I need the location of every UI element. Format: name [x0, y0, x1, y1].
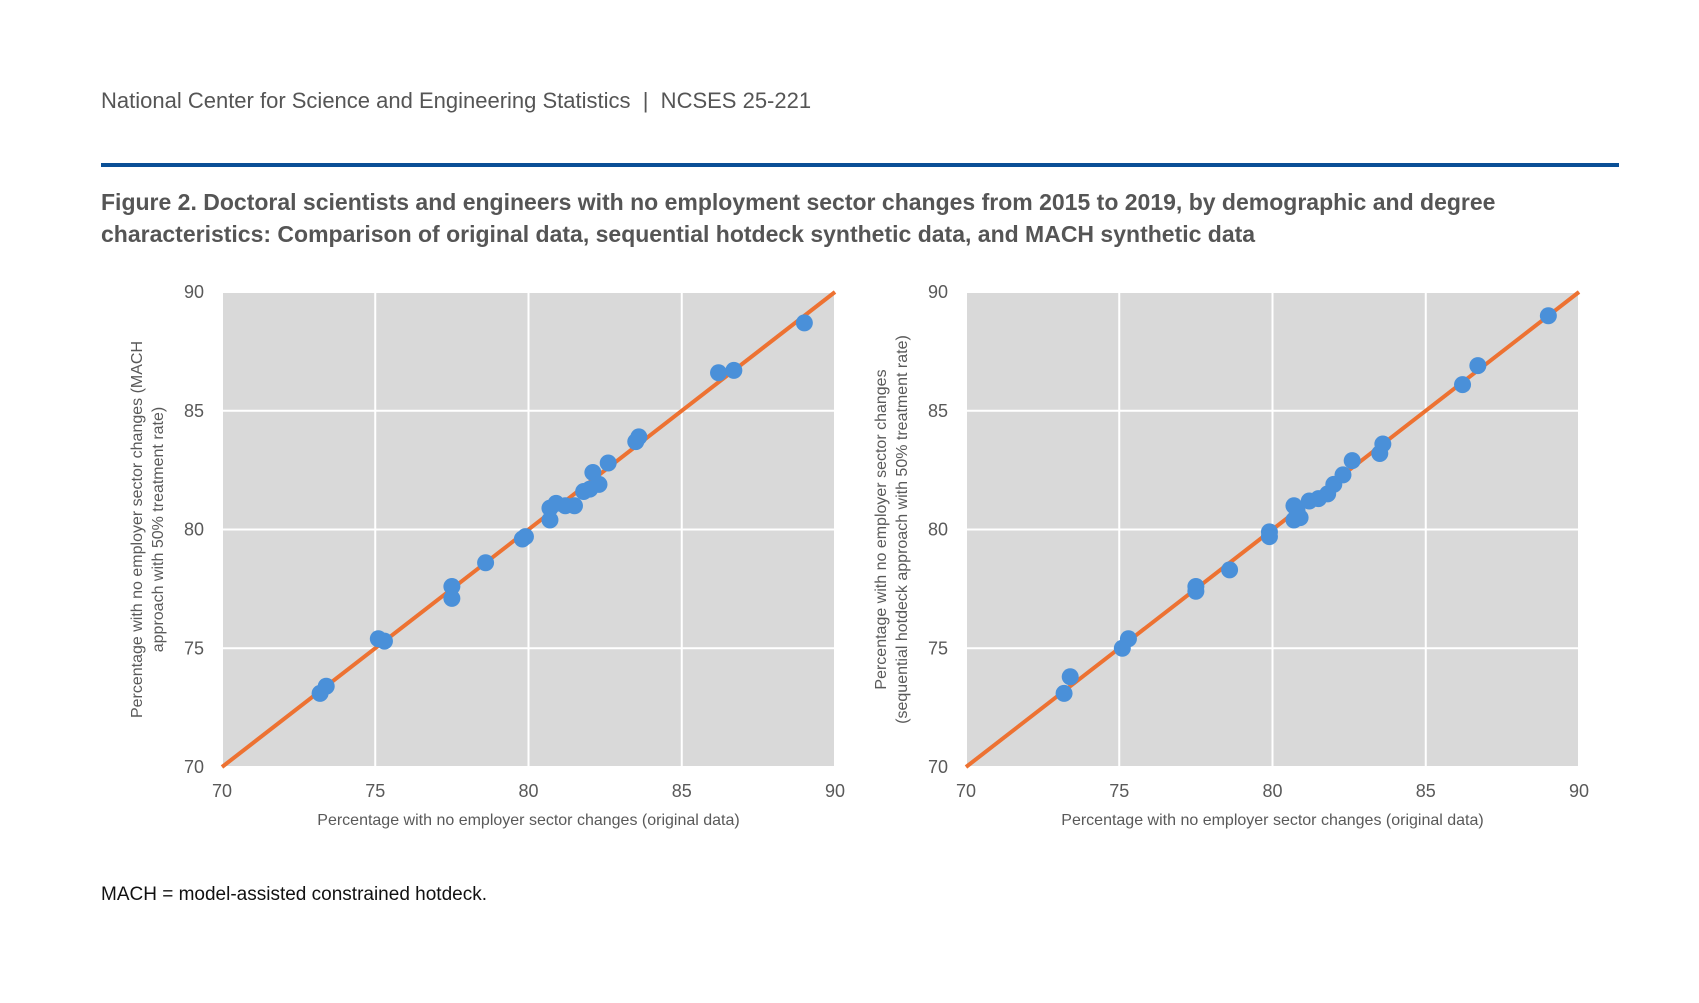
- x-tick-label: 75: [365, 781, 385, 801]
- y-tick-label: 70: [928, 757, 948, 777]
- figure-title: Figure 2. Doctoral scientists and engine…: [101, 189, 1496, 247]
- data-point: [590, 475, 608, 493]
- x-axis-label: Percentage with no employer sector chang…: [1061, 812, 1483, 829]
- data-point: [1288, 502, 1306, 519]
- data-point: [1119, 630, 1137, 648]
- data-point: [1055, 684, 1073, 702]
- footnote: MACH = model-assisted constrained hotdec…: [101, 884, 487, 905]
- x-axis-label: Percentage with no employer sector chang…: [317, 812, 739, 829]
- data-point: [541, 511, 559, 529]
- data-point: [1469, 357, 1487, 375]
- y-axis-label: (sequential hotdeck approach with 50% tr…: [894, 335, 911, 724]
- data-point: [1221, 561, 1239, 579]
- scatter-chart-mach: 70 70 75 75 80 80 85 85 90 90 Percentage with no e…: [129, 282, 845, 829]
- data-point: [565, 497, 583, 515]
- data-point: [795, 314, 813, 332]
- data-point: [599, 454, 617, 472]
- data-point: [1539, 307, 1557, 325]
- y-tick-label: 90: [928, 282, 948, 302]
- header-source: National Center for Science and Engineer…: [101, 88, 812, 113]
- data-point: [1061, 668, 1079, 686]
- x-tick-label: 80: [518, 781, 538, 801]
- y-tick-label: 90: [184, 282, 204, 302]
- y-tick-label: 75: [928, 638, 948, 658]
- data-point: [710, 364, 728, 382]
- scatter-chart-sequential-hotdeck: 70 70 75 75 80 80 85 85 90 90 Percentage with no e…: [873, 282, 1589, 829]
- data-point: [317, 677, 335, 695]
- data-point: [1260, 528, 1278, 546]
- data-point: [477, 554, 495, 572]
- x-tick-label: 80: [1262, 781, 1282, 801]
- x-tick-label: 90: [1569, 781, 1589, 801]
- header-rule: [101, 163, 1619, 167]
- y-axis-label: approach with 50% treatment rate): [150, 407, 167, 652]
- x-tick-label: 85: [672, 781, 692, 801]
- data-point: [1374, 435, 1392, 453]
- y-tick-label: 85: [184, 401, 204, 421]
- y-tick-label: 80: [928, 520, 948, 540]
- y-tick-label: 80: [184, 520, 204, 540]
- data-point: [1343, 452, 1361, 470]
- data-point: [1334, 466, 1352, 484]
- data-point: [725, 361, 743, 379]
- y-axis-label: Percentage with no employer sector chang…: [129, 341, 146, 718]
- data-point: [443, 578, 461, 595]
- data-point: [443, 589, 461, 607]
- data-point: [1187, 582, 1205, 600]
- y-axis-label: Percentage with no employer sector chang…: [873, 369, 890, 689]
- data-point: [516, 528, 534, 546]
- x-tick-label: 75: [1109, 781, 1129, 801]
- y-tick-label: 85: [928, 401, 948, 421]
- x-tick-label: 70: [956, 781, 976, 801]
- data-point: [1454, 376, 1472, 394]
- x-tick-label: 85: [1416, 781, 1436, 801]
- data-point: [630, 428, 648, 446]
- x-tick-label: 90: [825, 781, 845, 801]
- data-point: [375, 632, 393, 650]
- y-tick-label: 70: [184, 757, 204, 777]
- y-tick-label: 75: [184, 638, 204, 658]
- x-tick-label: 70: [212, 781, 232, 801]
